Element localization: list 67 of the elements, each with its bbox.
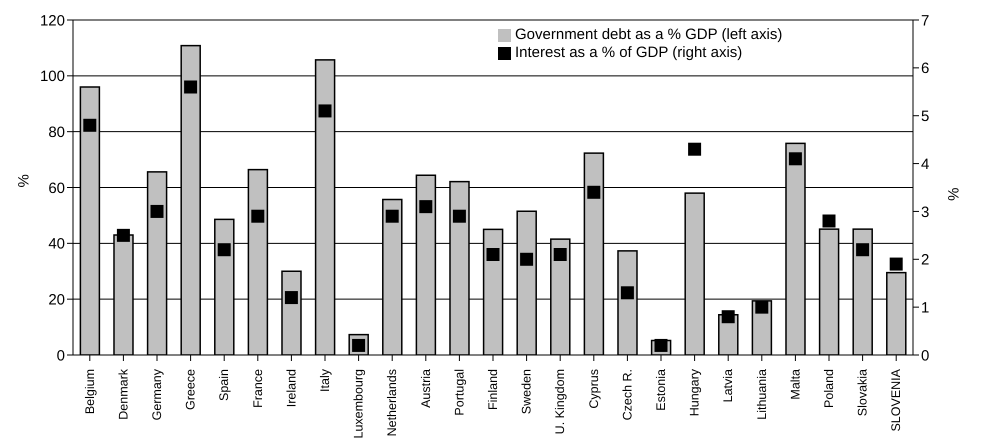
x-tick-label: Netherlands [385,369,400,436]
y2-tick-label: 4 [921,156,930,173]
x-tick-label: Luxembourg [352,368,366,438]
x-tick-label: Italy [318,368,332,392]
x-tick-label: Sweden [520,368,534,414]
legend-label: Government debt as a % GDP (left axis) [515,26,782,43]
y-tick-label: 40 [48,236,65,253]
point [755,300,768,314]
point [218,243,231,256]
point [822,214,836,228]
x-tick-label: U. Kingdom [553,369,568,434]
point [83,118,96,132]
y-tick-label: 100 [40,68,65,86]
y-tick-label: 60 [48,180,65,197]
x-tick-label: Estonia [654,368,668,411]
x-tick-label: SLOVENIA [889,368,904,432]
x-tick-label: Poland [822,368,836,408]
point [486,248,500,261]
point [419,200,432,214]
point [150,204,164,218]
y2-tick-label: 1 [921,299,930,316]
point [722,310,735,324]
x-tick-label: Germany [150,368,164,420]
point [116,228,130,242]
y2-tick-label: 7 [921,12,930,30]
x-tick-label: Lithuania [754,368,769,420]
y2-tick-label: 3 [921,204,930,221]
x-tick-label: Denmark [116,368,130,420]
x-tick-label: Hungary [688,368,702,416]
point [688,142,702,156]
point [284,291,298,304]
legend-label: Interest as a % of GDP (right axis) [515,44,742,61]
y2-tick-label: 6 [921,60,930,78]
y2-axis-title: % [945,188,962,201]
x-tick-label: Austria [418,368,433,408]
y-tick-label: 0 [56,347,65,364]
point [890,258,903,271]
x-tick-label: France [250,368,265,408]
point [251,210,264,223]
y2-tick-label: 0 [921,347,930,364]
y-tick-label: 20 [48,291,65,308]
x-tick-label: Czech R. [620,369,634,420]
x-tick-label: Spain [217,368,232,401]
x-tick-label: Greece [184,368,198,410]
point [620,286,634,300]
point [318,104,332,118]
point [788,152,802,166]
x-tick-label: Finland [486,368,500,410]
point [856,243,870,256]
x-tick-label: Latvia [721,368,736,402]
point [554,248,567,261]
point [184,80,198,94]
x-tick-label: Cyprus [586,369,601,409]
y-tick-label: 80 [48,124,65,141]
x-tick-label: Malta [788,368,802,400]
x-tick-label: Ireland [284,368,298,408]
x-tick-label: Belgium [82,369,97,414]
point [520,252,534,266]
y-tick-label: 120 [40,12,65,30]
y-axis-title: % [15,174,32,188]
x-tick-label: Portugal [452,369,466,416]
point [386,210,399,223]
x-tick-label: Slovakia [856,368,870,416]
point [587,186,600,199]
point [452,210,466,223]
y2-tick-label: 5 [921,108,930,126]
y2-tick-label: 2 [921,252,930,269]
